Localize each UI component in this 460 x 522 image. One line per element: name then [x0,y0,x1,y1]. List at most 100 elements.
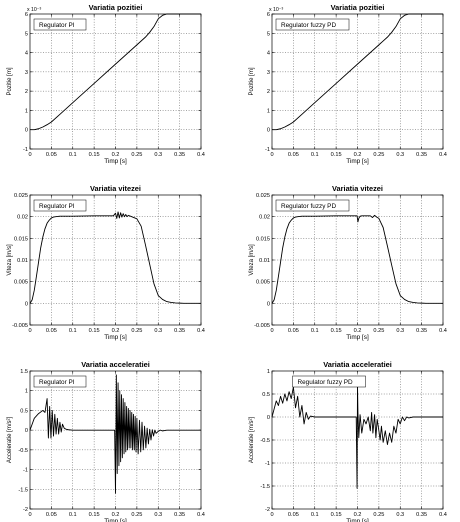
x-tick-label: 0.3 [396,512,404,518]
y-tick-label: 0.02 [259,215,270,221]
y-axis-label: Acceleratie [m/s²] [249,417,255,464]
y-tick-label: 1 [25,389,28,395]
legend-box [33,199,87,212]
x-tick-label: 0.2 [354,512,362,518]
x-tick-label: 0.35 [416,152,427,158]
x-tick-label: 0.1 [69,328,77,334]
legend: Regulator fuzzy PD [275,199,350,212]
y-tick-label: -1 [265,147,270,153]
y-tick-label: -2 [23,507,28,513]
legend: Regulator fuzzy PD [292,375,366,388]
x-axis-label: Timp [s] [346,334,369,341]
series-line [29,374,201,494]
x-tick-label: 0.35 [416,328,427,334]
legend: Regulator PI [33,18,87,31]
y-exponent-label: x 10⁻³ [27,7,42,13]
x-tick-label: 0.2 [112,328,120,334]
x-tick-label: 0 [28,152,31,158]
y-tick-label: 5 [25,31,28,37]
x-tick-label: 0.15 [89,328,100,334]
x-tick-label: 0.2 [112,512,120,518]
x-tick-label: 0.25 [373,152,384,158]
x-tick-label: 0.4 [439,328,447,334]
x-tick-label: 0.05 [288,512,299,518]
x-tick-label: 0.4 [197,152,205,158]
chart-5: 0 0.05 0.1 0.15 0.2 0.25 0.3 0.35 0.4 -2 -1.5 -1 -0.… [7,360,205,522]
x-tick-label: 0.35 [174,328,185,334]
y-tick-label: 0.02 [17,215,28,221]
y-tick-label: -0.5 [18,448,28,454]
x-tick-label: 0 [270,328,273,334]
y-tick-label: 6 [25,12,28,18]
chart-title: Variatia acceleratiei [323,360,392,369]
x-tick-label: 0.1 [311,328,319,334]
y-tick-label: 1 [267,369,270,375]
y-tick-label: 1.5 [20,369,28,375]
series-line [29,211,201,304]
y-axis-label: Acceleratie [m/s²] [7,417,13,464]
chart-6: 0 0.05 0.1 0.15 0.2 0.25 0.3 0.35 0.4 -2 -1.5 -1 -0.… [249,360,447,522]
y-tick-label: 4 [267,51,270,57]
x-tick-label: 0 [28,512,31,518]
series-line [271,384,443,489]
x-tick-label: 0.3 [154,328,162,334]
x-tick-label: 0.1 [69,152,77,158]
y-tick-label: 0 [267,128,270,134]
y-tick-label: 0.015 [14,236,28,242]
x-tick-label: 0.25 [131,152,142,158]
x-axis-label: Timp [s] [104,158,127,165]
chart-title: Variatia pozitiei [89,3,143,12]
y-tick-label: -0.005 [12,323,28,329]
legend-label: Regulator fuzzy PD [281,22,336,29]
series-line [29,13,201,131]
y-tick-label: -1.5 [260,484,270,490]
x-tick-label: 0.2 [354,152,362,158]
x-tick-label: 0.4 [197,328,205,334]
legend-label: Regulator fuzzy PD [298,379,353,386]
chart-3: 0 0.05 0.1 0.15 0.2 0.25 0.3 0.35 0.4-0.00500.00… [7,184,205,341]
x-tick-label: 0.05 [46,328,57,334]
y-tick-label: 0 [267,301,270,307]
chart-1: 0 0.05 0.1 0.15 0.2 0.25 0.3 0.35 0.4-10123456Va… [7,3,205,165]
y-tick-label: 0.025 [14,193,28,199]
y-tick-label: 1 [267,108,270,114]
x-tick-label: 0.3 [154,512,162,518]
legend-label: Regulator PI [39,22,75,29]
y-tick-label: 0.01 [259,258,270,264]
series-line [271,13,443,131]
legend-box [33,18,87,31]
x-tick-label: 0.1 [69,512,77,518]
x-tick-label: 0.25 [131,328,142,334]
y-tick-label: 0 [25,301,28,307]
x-tick-label: 0.25 [131,512,142,518]
legend-box [33,375,87,388]
y-tick-label: 0 [267,415,270,421]
x-tick-label: 0.05 [288,152,299,158]
x-tick-label: 0.15 [331,328,342,334]
x-tick-label: 0.25 [373,512,384,518]
y-axis-label: Pozitie [m] [7,67,13,95]
chart-4: 0 0.05 0.1 0.15 0.2 0.25 0.3 0.35 0.4-0.00500.00… [249,184,447,341]
x-tick-label: 0 [28,328,31,334]
y-tick-label: -2 [265,507,270,513]
x-tick-label: 0.4 [439,152,447,158]
y-tick-label: -1 [265,461,270,467]
y-tick-label: 2 [267,89,270,95]
x-axis-label: Timp [s] [346,158,369,165]
chart-title: Variatia pozitiei [331,3,385,12]
x-tick-label: 0.15 [331,152,342,158]
y-tick-label: -1.5 [18,487,28,493]
x-tick-label: 0.1 [311,512,319,518]
y-tick-label: 0.005 [14,280,28,286]
y-tick-label: 2 [25,89,28,95]
legend: Regulator PI [33,375,87,388]
x-tick-label: 0.2 [354,328,362,334]
x-tick-label: 0.3 [396,152,404,158]
legend-label: Regulator fuzzy PD [281,203,336,210]
y-tick-label: 3 [25,70,28,76]
chart-title: Variatia vitezei [90,184,141,193]
chart-title: Variatia acceleratiei [81,360,150,369]
y-tick-label: 0.005 [256,280,270,286]
y-tick-label: 0.025 [256,193,270,199]
x-tick-label: 0.05 [46,512,57,518]
